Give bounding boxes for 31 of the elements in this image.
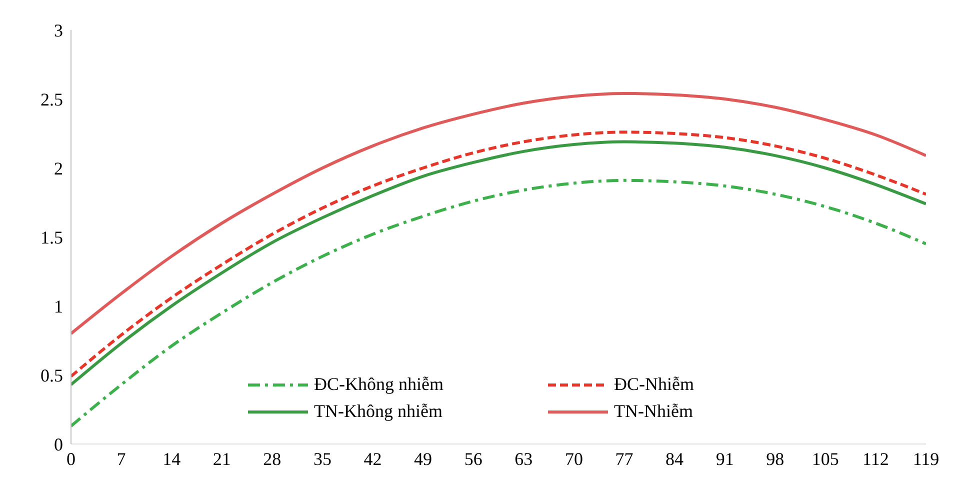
x-tick-label: 42 [364, 448, 382, 469]
y-tick-label: 1 [54, 296, 63, 316]
x-tick-label: 63 [514, 448, 533, 469]
x-tick-label: 84 [666, 448, 684, 469]
legend-label: ĐC-Nhiễm [614, 374, 694, 395]
x-tick-label: 0 [66, 448, 76, 469]
x-tick-label: 14 [162, 448, 181, 469]
x-tick-label: 77 [615, 448, 634, 469]
x-tick-label: 21 [212, 448, 231, 469]
x-tick-label: 105 [812, 448, 839, 469]
x-tick-label: 70 [564, 448, 583, 469]
y-tick-label: 1.5 [40, 227, 63, 248]
x-tick-label: 98 [766, 448, 784, 469]
y-tick-label: 0 [54, 434, 63, 454]
y-tick-label: 2 [54, 158, 63, 178]
y-tick-label: 2.5 [40, 89, 63, 110]
x-tick-label: 119 [912, 448, 940, 469]
x-tick-label: 7 [116, 448, 126, 469]
line-series [71, 92, 926, 336]
y-tick-label: 3 [54, 20, 63, 40]
legend-label: TN-Không nhiễm [314, 401, 442, 422]
x-tick-label: 91 [716, 448, 734, 469]
legend-label: ĐC-Không nhiễm [314, 374, 444, 395]
x-tick-label: 28 [263, 448, 282, 469]
x-tick-label: 56 [464, 448, 482, 469]
x-tick-label: 112 [862, 448, 889, 469]
legend-label: TN-Nhiễm [614, 401, 693, 422]
line-series [71, 178, 926, 428]
y-tick-label: 0.5 [40, 365, 63, 386]
x-tick-label: 35 [313, 448, 332, 469]
x-tick-label: 49 [414, 448, 432, 469]
